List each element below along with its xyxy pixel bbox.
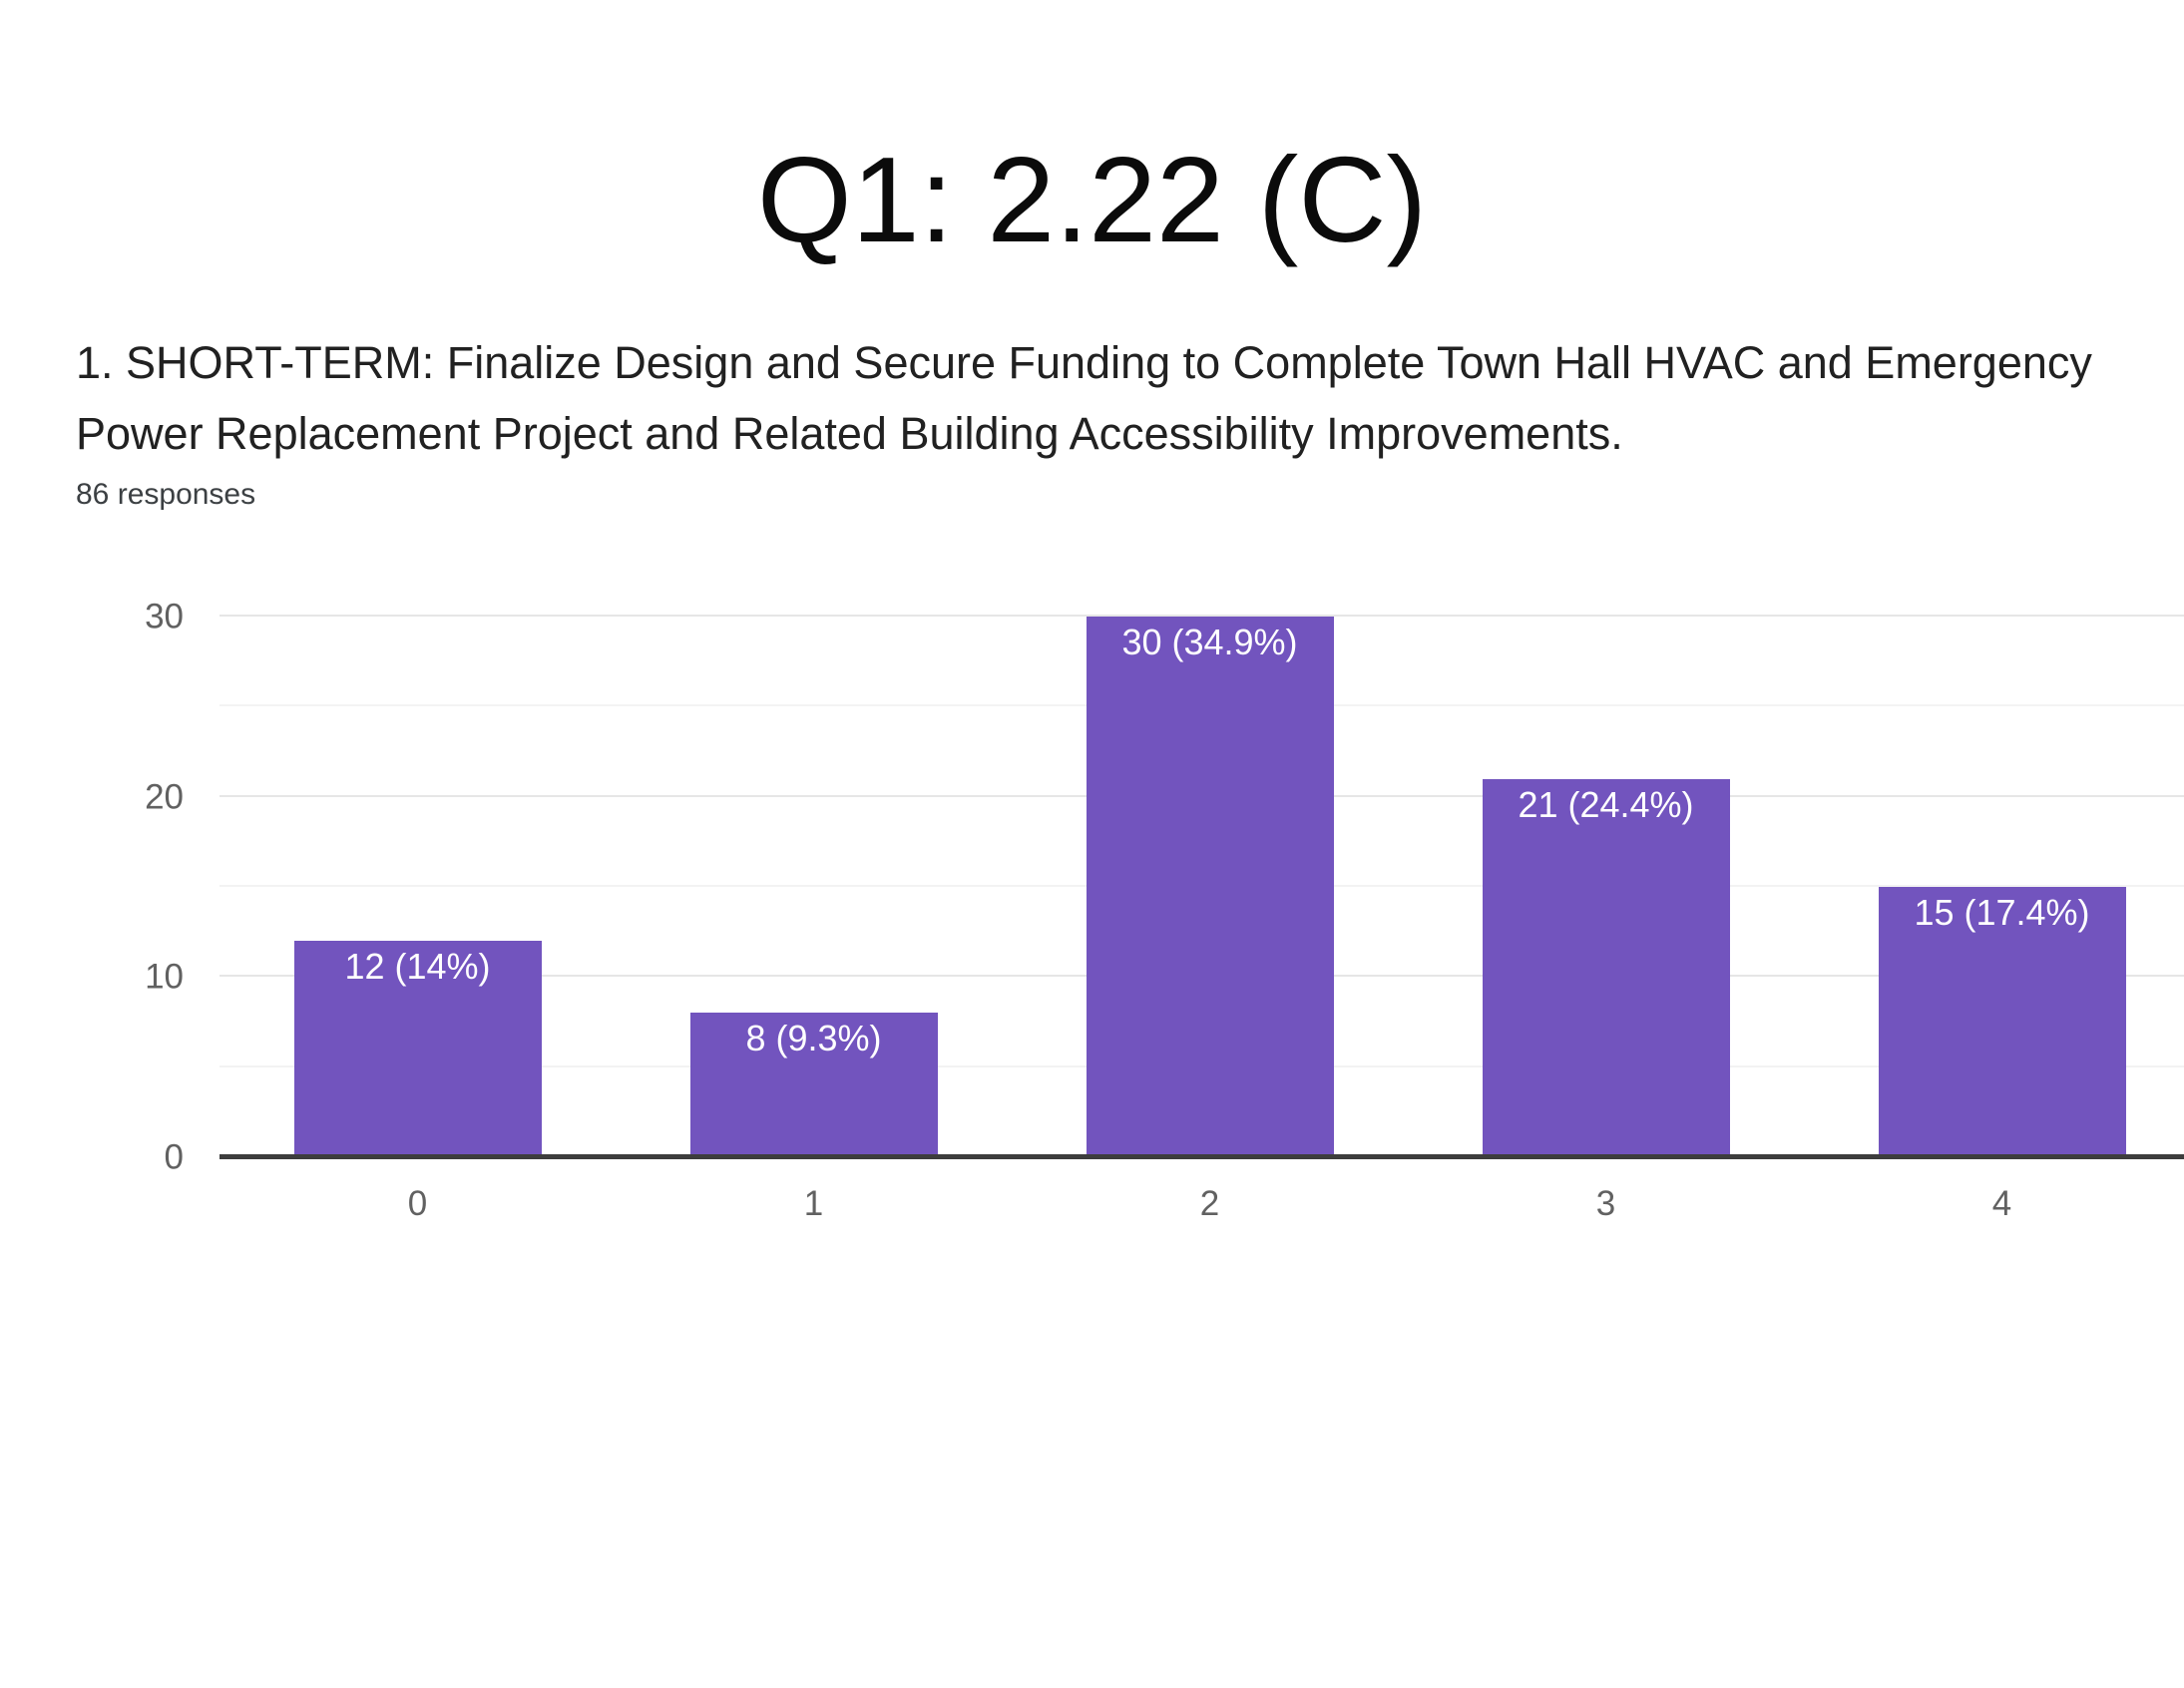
page-title: Q1: 2.22 (C) [756, 132, 1428, 267]
bar-category-4: 15 (17.4%) [1878, 887, 2126, 1157]
x-tick-label: 2 [1199, 1184, 1220, 1223]
y-tick-label: 30 [145, 597, 184, 636]
x-axis-line [219, 1154, 2184, 1159]
bar-value-label: 21 (24.4%) [1518, 783, 1694, 825]
y-tick-label: 20 [145, 777, 184, 817]
bar-category-3: 21 (24.4%) [1482, 778, 1730, 1157]
y-axis-labels: 0 10 20 30 [0, 600, 184, 1175]
chart-bars: 12 (14%) 8 (9.3%) 30 (34.9%) 21 (24.4%) 15 (… [219, 617, 2184, 1157]
x-tick-label: 0 [407, 1184, 428, 1223]
bar-value-label: 15 (17.4%) [1914, 892, 2090, 933]
major-gridline [219, 615, 2184, 617]
x-tick-label: 1 [803, 1184, 824, 1223]
bar-slot: 12 (14%) [219, 617, 616, 1157]
chart-plot-area: 12 (14%) 8 (9.3%) 30 (34.9%) 21 (24.4%) 15 (… [219, 615, 2184, 1159]
bar-value-label: 12 (14%) [344, 946, 491, 988]
bar-value-label: 30 (34.9%) [1121, 622, 1298, 662]
bar-category-2: 30 (34.9%) [1086, 617, 1334, 1157]
question-text: 1. SHORT-TERM: Finalize Design and Secur… [76, 327, 2134, 469]
bar-slot: 8 (9.3%) [616, 617, 1012, 1157]
question-line-2: Power Replacement Project and Related Bu… [76, 408, 1623, 459]
y-tick-label: 0 [164, 1137, 184, 1177]
bar-category-1: 8 (9.3%) [689, 1013, 938, 1157]
responses-count: 86 responses [76, 478, 256, 511]
x-tick-label: 4 [1991, 1184, 2012, 1223]
bar-value-label: 8 (9.3%) [745, 1018, 882, 1059]
x-tick-label: 3 [1595, 1184, 1616, 1223]
question-line-1: 1. SHORT-TERM: Finalize Design and Secur… [76, 337, 2092, 388]
bar-category-0: 12 (14%) [293, 941, 542, 1157]
bar-slot: 21 (24.4%) [1408, 617, 1804, 1157]
bar-slot: 30 (34.9%) [1012, 617, 1408, 1157]
y-tick-label: 10 [145, 957, 184, 997]
x-axis-labels: 0 1 2 3 4 [219, 1183, 2184, 1225]
bar-slot: 15 (17.4%) [1804, 617, 2184, 1157]
